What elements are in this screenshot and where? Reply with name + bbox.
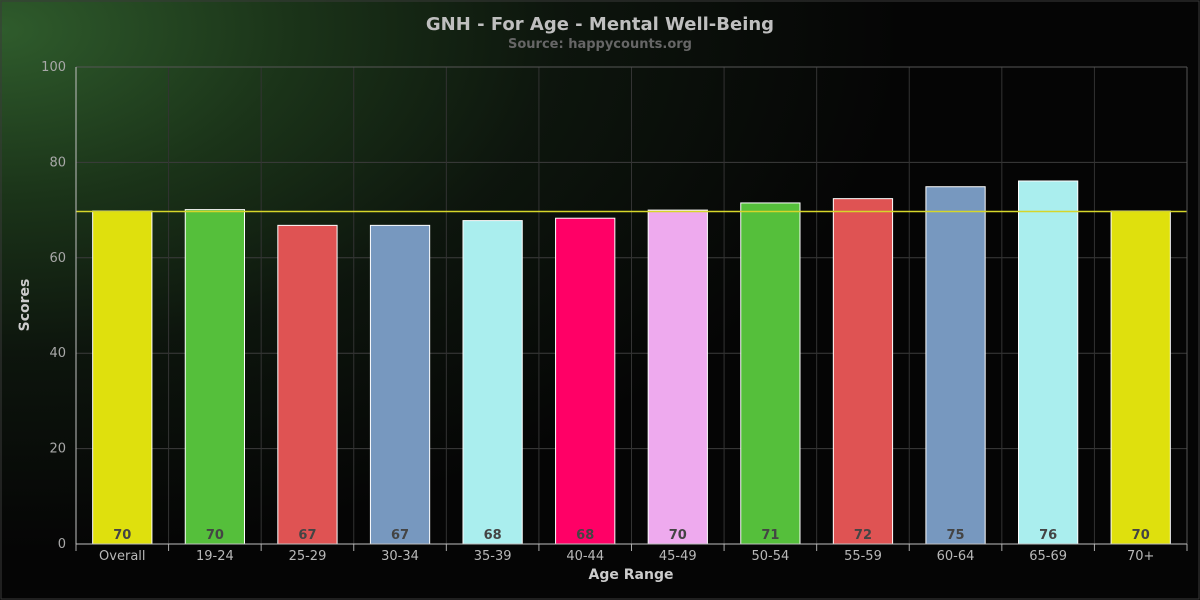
- bar: [1017, 180, 1079, 545]
- data-label: 76: [1039, 528, 1057, 543]
- x-tick-label: 35-39: [474, 549, 512, 564]
- data-label: 70: [669, 528, 687, 543]
- data-label: 70: [1132, 528, 1150, 543]
- x-axis-title: Age Range: [589, 567, 674, 583]
- bar: [555, 217, 616, 545]
- x-tick-label: 25-29: [289, 549, 327, 564]
- y-tick-label: 0: [58, 537, 66, 552]
- bar: [277, 224, 338, 545]
- chart-title: GNH - For Age - Mental Well-Being: [426, 14, 774, 35]
- y-axis-title: Scores: [17, 279, 33, 332]
- bar: [462, 220, 523, 545]
- axes: 0 20 40 60 80 100 Overall 19-24 25-29 30-34 35-39 4…: [41, 60, 1188, 564]
- bar: [92, 210, 153, 545]
- y-tick-label: 60: [49, 251, 66, 266]
- bar: [925, 186, 986, 545]
- data-label: 70: [113, 528, 131, 543]
- data-label: 68: [576, 528, 594, 543]
- data-label: 68: [484, 528, 502, 543]
- x-tick-label: 30-34: [381, 549, 419, 564]
- x-tick-label: 60-64: [937, 549, 975, 564]
- bar: [647, 209, 708, 545]
- bars: [92, 180, 1171, 545]
- chart-subtitle: Source: happycounts.org: [508, 37, 692, 52]
- data-label: 71: [761, 528, 779, 543]
- x-tick-label: Overall: [99, 549, 145, 564]
- bar: [740, 202, 801, 545]
- y-tick-label: 100: [41, 60, 66, 75]
- bar: [832, 198, 894, 545]
- bar: [1110, 210, 1171, 545]
- x-tick-label: 70+: [1127, 549, 1154, 564]
- data-label: 75: [946, 528, 964, 543]
- x-tick-label: 40-44: [566, 549, 604, 564]
- data-label: 67: [391, 528, 409, 543]
- data-label: 72: [854, 528, 872, 543]
- x-tick-label: 45-49: [659, 549, 697, 564]
- y-tick-label: 80: [49, 155, 66, 170]
- data-label: 67: [298, 528, 316, 543]
- bar: [369, 224, 431, 545]
- x-tick-label: 65-69: [1029, 549, 1067, 564]
- data-labels: 70 70 67 67 68 68 70 71 72 75 76 70: [113, 528, 1150, 543]
- x-tick-label: 55-59: [844, 549, 882, 564]
- y-tick-label: 20: [49, 442, 66, 457]
- data-label: 70: [206, 528, 224, 543]
- x-tick-label: 19-24: [196, 549, 234, 564]
- y-tick-label: 40: [49, 346, 66, 361]
- x-tick-label: 50-54: [751, 549, 789, 564]
- bar: [184, 209, 246, 545]
